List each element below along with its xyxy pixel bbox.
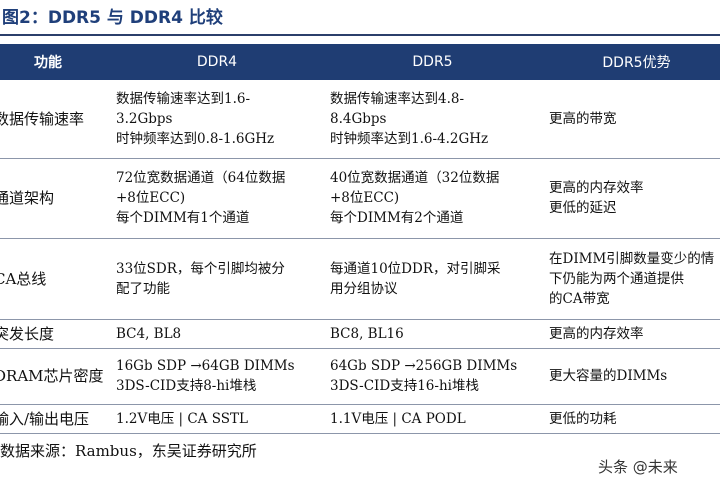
header-ddr4: DDR4 xyxy=(110,44,324,80)
table-header-row: 功能 DDR4 DDR5 DDR5优势 xyxy=(0,44,720,80)
ddr4-line: 72位宽数据通道（64位数据 xyxy=(116,170,286,186)
advantage-line: 更低的延迟 xyxy=(549,200,617,216)
row-feature: DRAM芯片密度 xyxy=(0,348,110,405)
ddr4-line: 数据传输速率达到1.6- xyxy=(116,90,251,107)
ddr4-line: 时钟频率达到0.8-1.6GHz xyxy=(116,130,275,147)
table-row-io-voltage: 输入/输出电压 1.2V电压 | CA SSTL 1.1V电压 | CA POD… xyxy=(0,404,720,434)
advantage-cell: 更高的带宽 xyxy=(541,80,720,159)
ddr5-cell: 每通道10位DDR，对引脚采 用分组协议 xyxy=(324,238,541,320)
ddr5-line: 64Gb SDP →256GB DIMMs xyxy=(330,358,518,374)
ddr5-line: 每通道10位DDR，对引脚采 xyxy=(330,260,501,277)
advantage-cell: 更高的内存效率 更低的延迟 xyxy=(541,158,720,239)
ddr5-line: 40位宽数据通道（32位数据 xyxy=(330,170,500,186)
ddr4-line: 1.2V电压 | CA SSTL xyxy=(116,410,248,427)
ddr4-line: BC4, BL8 xyxy=(116,325,182,342)
advantage-line: 更低的功耗 xyxy=(549,410,617,427)
comparison-table: 功能 DDR4 DDR5 DDR5优势 数据传输速率 数据传输速率达到1.6- … xyxy=(0,44,720,434)
row-feature: 通道架构 xyxy=(0,158,110,239)
ddr5-cell: BC8, BL16 xyxy=(324,319,541,349)
advantage-cell: 在DIMM引脚数量变少的情 下仍能为两个通道提供 的CA带宽 xyxy=(541,238,720,320)
row-feature: 输入/输出电压 xyxy=(0,404,110,434)
ddr4-cell: 33位SDR，每个引脚均被分 配了功能 xyxy=(110,238,324,320)
ddr4-cell: 72位宽数据通道（64位数据 +8位ECC) 每个DIMM有1个通道 xyxy=(110,158,324,239)
header-advantage: DDR5优势 xyxy=(541,44,720,80)
ddr5-cell: 40位宽数据通道（32位数据 +8位ECC) 每个DIMM有2个通道 xyxy=(324,158,541,239)
advantage-line: 的CA带宽 xyxy=(549,290,610,307)
ddr5-cell: 1.1V电压 | CA PODL xyxy=(324,404,541,434)
table-row-channel-architecture: 通道架构 72位宽数据通道（64位数据 +8位ECC) 每个DIMM有1个通道 … xyxy=(0,158,720,239)
advantage-line: 更大容量的DIMMs xyxy=(549,368,668,384)
ddr4-line: +8位ECC) xyxy=(116,190,186,206)
advantage-cell: 更高的内存效率 xyxy=(541,319,720,349)
ddr4-cell: 1.2V电压 | CA SSTL xyxy=(110,404,324,434)
ddr5-line: 1.1V电压 | CA PODL xyxy=(330,410,466,427)
ddr5-line: 时钟频率达到1.6-4.2GHz xyxy=(330,130,489,147)
ddr5-line: 每个DIMM有2个通道 xyxy=(330,210,464,226)
ddr4-cell: BC4, BL8 xyxy=(110,319,324,349)
ddr4-line: 33位SDR，每个引脚均被分 xyxy=(116,260,285,277)
advantage-line: 在DIMM引脚数量变少的情 xyxy=(549,250,715,267)
table-row-transfer-rate: 数据传输速率 数据传输速率达到1.6- 3.2Gbps 时钟频率达到0.8-1.… xyxy=(0,80,720,159)
row-feature: CA总线 xyxy=(0,238,110,320)
figure-caption: 图2：DDR5 与 DDR4 比较 xyxy=(0,0,720,36)
ddr4-line: 3DS-CID支持8-hi堆栈 xyxy=(116,378,257,394)
advantage-cell: 更低的功耗 xyxy=(541,404,720,434)
ddr5-cell: 数据传输速率达到4.8- 8.4Gbps 时钟频率达到1.6-4.2GHz xyxy=(324,80,541,159)
row-feature: 突发长度 xyxy=(0,319,110,349)
advantage-line: 下仍能为两个通道提供 xyxy=(549,270,684,287)
table-row-burst-length: 突发长度 BC4, BL8 BC8, BL16 更高的内存效率 xyxy=(0,319,720,349)
row-feature: 数据传输速率 xyxy=(0,80,110,159)
ddr5-line: 数据传输速率达到4.8- xyxy=(330,90,465,107)
data-source-note: 数据来源：Rambus，东吴证券研究所 xyxy=(0,442,257,460)
ddr4-line: 配了功能 xyxy=(116,280,170,297)
ddr5-line: 用分组协议 xyxy=(330,280,398,297)
table-row-dram-density: DRAM芯片密度 16Gb SDP →64GB DIMMs 3DS-CID支持8… xyxy=(0,348,720,405)
advantage-line: 更高的带宽 xyxy=(549,110,617,127)
ddr4-line: 3.2Gbps xyxy=(116,110,173,127)
ddr5-line: 3DS-CID支持16-hi堆栈 xyxy=(330,378,479,394)
ddr5-cell: 64Gb SDP →256GB DIMMs 3DS-CID支持16-hi堆栈 xyxy=(324,348,541,405)
advantage-line: 更高的内存效率 xyxy=(549,180,644,196)
watermark: 头条 @未来 xyxy=(598,456,678,477)
table-row-ca-bus: CA总线 33位SDR，每个引脚均被分 配了功能 每通道10位DDR，对引脚采 … xyxy=(0,238,720,320)
ddr4-cell: 数据传输速率达到1.6- 3.2Gbps 时钟频率达到0.8-1.6GHz xyxy=(110,80,324,159)
advantage-cell: 更大容量的DIMMs xyxy=(541,348,720,405)
ddr5-line: BC8, BL16 xyxy=(330,325,404,342)
ddr5-line: 8.4Gbps xyxy=(330,110,387,127)
ddr4-cell: 16Gb SDP →64GB DIMMs 3DS-CID支持8-hi堆栈 xyxy=(110,348,324,405)
advantage-line: 更高的内存效率 xyxy=(549,325,644,342)
ddr5-line: +8位ECC) xyxy=(330,190,400,206)
ddr4-line: 16Gb SDP →64GB DIMMs xyxy=(116,358,295,374)
ddr4-line: 每个DIMM有1个通道 xyxy=(116,210,250,226)
header-feature: 功能 xyxy=(0,44,110,80)
header-ddr5: DDR5 xyxy=(324,44,541,80)
